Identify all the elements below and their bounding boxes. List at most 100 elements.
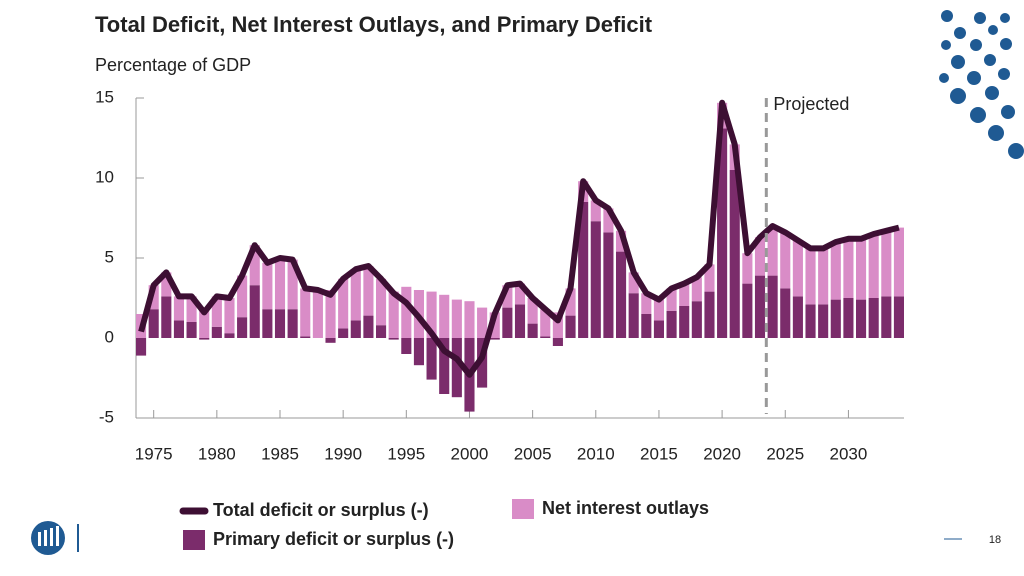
bar — [603, 208, 614, 233]
bar — [262, 309, 273, 338]
bar — [704, 291, 715, 338]
x-tick-label: 2030 — [830, 444, 868, 463]
legend-label: Total deficit or surplus (-) — [213, 500, 429, 520]
bar — [338, 278, 349, 329]
bar — [401, 286, 412, 338]
bar — [249, 285, 260, 338]
bar — [628, 272, 639, 294]
bar — [590, 221, 601, 338]
bar — [161, 272, 172, 297]
bar — [691, 301, 702, 338]
bar — [350, 320, 361, 338]
plot — [136, 99, 904, 412]
bar — [767, 226, 778, 276]
bar — [754, 237, 766, 276]
bar — [439, 294, 450, 338]
bar — [843, 298, 854, 338]
bar — [426, 291, 437, 338]
bar — [565, 288, 576, 316]
bar — [552, 338, 563, 346]
x-tick-label: 1980 — [198, 444, 236, 463]
bar — [641, 314, 652, 338]
bar — [893, 227, 904, 297]
bar — [767, 275, 778, 338]
bar — [274, 258, 286, 310]
bar — [792, 240, 803, 297]
x-tick-label: 1975 — [135, 444, 173, 463]
bar — [401, 338, 412, 354]
bar — [881, 296, 892, 338]
bar — [552, 312, 563, 338]
bar — [224, 298, 235, 334]
bar — [363, 315, 374, 338]
bar — [742, 253, 753, 284]
bar — [376, 278, 387, 326]
legend-swatch — [183, 530, 205, 550]
bar — [856, 238, 867, 300]
x-tick-label: 2025 — [766, 444, 804, 463]
bar — [502, 307, 513, 338]
bar — [881, 230, 892, 297]
annotation: Projected — [773, 94, 849, 114]
bar — [388, 291, 399, 338]
bar — [413, 338, 424, 366]
bar — [856, 299, 867, 338]
bar — [173, 320, 184, 338]
x-tick-label: 2000 — [451, 444, 489, 463]
bar — [578, 202, 589, 338]
bar — [287, 259, 298, 310]
bar — [148, 309, 159, 338]
bar — [325, 338, 336, 343]
x-tick-label: 2010 — [577, 444, 615, 463]
bar — [136, 338, 147, 356]
bar — [679, 283, 690, 306]
bar — [780, 232, 791, 289]
legend-label: Net interest outlays — [542, 498, 709, 518]
x-tick-label: 2015 — [640, 444, 678, 463]
bar — [540, 336, 551, 338]
bar — [338, 328, 349, 338]
bar — [616, 230, 627, 252]
bar — [830, 299, 841, 338]
bar — [287, 309, 298, 338]
bar — [363, 266, 374, 316]
bar — [666, 288, 677, 311]
bar — [754, 275, 766, 338]
bar — [439, 338, 450, 394]
bar — [186, 322, 197, 338]
bar — [792, 296, 803, 338]
bar — [666, 310, 677, 338]
bar — [540, 309, 551, 337]
bar — [477, 307, 488, 338]
y-tick-label: 0 — [105, 327, 114, 346]
bar — [211, 296, 222, 327]
bar — [843, 238, 854, 298]
bar — [818, 248, 829, 305]
bar — [199, 338, 210, 340]
bar — [868, 298, 879, 338]
y-tick-label: 15 — [95, 87, 114, 106]
bar — [237, 275, 248, 318]
bar — [451, 299, 462, 338]
chart-title: Total Deficit, Net Interest Outlays, and… — [95, 12, 653, 37]
bar — [464, 301, 475, 338]
bar — [717, 128, 728, 338]
bar — [237, 317, 248, 338]
bar — [451, 338, 462, 398]
bar — [489, 338, 500, 340]
y-tick-label: 10 — [95, 167, 114, 186]
bar — [805, 304, 816, 338]
bar — [262, 262, 273, 310]
bar — [173, 296, 184, 321]
page-number: 18 — [989, 534, 1001, 546]
bar — [780, 288, 791, 338]
x-tick-label: 1985 — [261, 444, 299, 463]
bar — [653, 320, 664, 338]
bar — [628, 293, 639, 338]
bar — [224, 333, 235, 338]
chart-subtitle: Percentage of GDP — [95, 55, 251, 75]
bar — [729, 170, 740, 338]
bar — [161, 296, 172, 338]
bar — [199, 310, 210, 338]
bar — [312, 290, 323, 338]
